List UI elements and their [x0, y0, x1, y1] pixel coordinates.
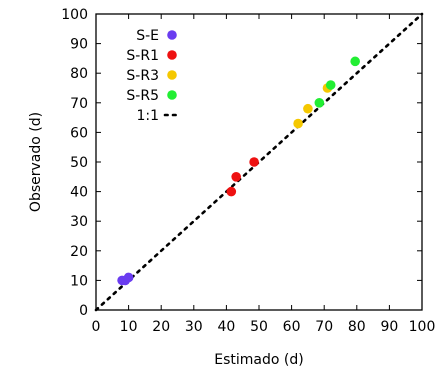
y-tick-label: 80	[70, 66, 88, 82]
data-point-s-r5	[350, 56, 360, 67]
y-tick-label: 30	[70, 214, 88, 230]
y-tick-label: 90	[70, 37, 88, 53]
x-axis-title: Estimado (d)	[214, 352, 303, 368]
x-tick-label: 20	[152, 319, 170, 335]
x-tick-label: 30	[185, 319, 203, 335]
y-tick-label: 60	[70, 125, 88, 141]
x-tick-label: 70	[315, 319, 333, 335]
x-tick-label: 40	[217, 319, 235, 335]
x-tick-label: 60	[283, 319, 301, 335]
x-tick-label: 90	[380, 319, 398, 335]
reference-line-layer	[94, 12, 424, 312]
y-tick-label: 20	[70, 244, 88, 260]
x-tick-label: 50	[250, 319, 268, 335]
data-point-s-e	[123, 272, 134, 283]
y-tick-label: 70	[70, 96, 88, 112]
legend-label: S-R1	[126, 48, 159, 64]
legend-marker	[167, 50, 177, 60]
y-axis-title: Observado (d)	[28, 112, 44, 212]
y-axis-ticks: 0 10 20 30 40 50 60 70 80 90 100	[61, 7, 422, 319]
legend-marker	[167, 90, 177, 100]
data-point-s-r1	[226, 186, 237, 197]
y-tick-label: 100	[61, 7, 88, 23]
data-point-s-r5	[325, 80, 336, 90]
data-points-layer	[117, 56, 360, 286]
x-tick-label: 100	[409, 319, 436, 335]
x-axis-ticks: 0 10 20 30 40 50 60 70 80 90 100	[92, 14, 436, 335]
data-point-s-r3	[293, 118, 303, 129]
x-tick-label: 10	[120, 319, 138, 335]
y-tick-label: 0	[79, 303, 88, 319]
y-tick-label: 40	[70, 185, 88, 201]
y-tick-label: 50	[70, 155, 88, 171]
legend-label: 1:1	[136, 108, 159, 124]
x-tick-label: 80	[348, 319, 366, 335]
legend-label: S-R3	[126, 68, 159, 84]
legend-marker	[167, 30, 177, 40]
legend-label: S-E	[136, 28, 159, 44]
legend-marker	[167, 70, 177, 80]
data-point-s-r1	[231, 172, 241, 182]
legend-label: S-R5	[126, 88, 159, 104]
x-tick-label: 0	[92, 319, 101, 335]
data-point-s-r3	[303, 103, 313, 114]
data-point-s-r5	[314, 98, 325, 108]
y-tick-label: 10	[70, 273, 88, 289]
data-point-s-r1	[249, 157, 259, 167]
legend: S-E S-R1 S-R3 S-R5 1:1	[126, 28, 183, 124]
reference-line-1-1	[94, 12, 424, 312]
